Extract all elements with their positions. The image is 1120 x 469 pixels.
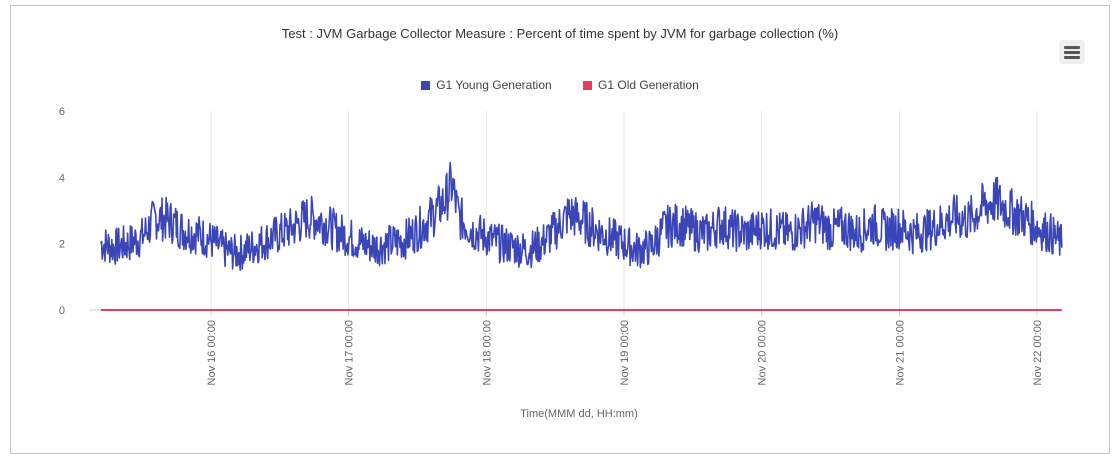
y-tick-label: 6 xyxy=(59,106,65,118)
y-tick-label: 0 xyxy=(59,305,65,317)
x-tick-label: Nov 16 00:00 xyxy=(206,320,218,385)
chart-title: Test : JVM Garbage Collector Measure : P… xyxy=(281,26,839,41)
x-tick-label: Nov 22 00:00 xyxy=(1032,320,1044,385)
x-axis-title: Time(MMM dd, HH:mm) xyxy=(520,408,638,420)
legend-item-old[interactable]: G1 Old Generation xyxy=(583,78,699,92)
legend-swatch-old xyxy=(583,80,593,90)
y-tick-label: 4 xyxy=(59,172,65,184)
legend-swatch-young xyxy=(421,80,431,90)
chart-container: Test : JVM Garbage Collector Measure : P… xyxy=(10,5,1110,454)
x-tick-label: Nov 21 00:00 xyxy=(894,320,906,385)
plot-area: 0 2 4 6 Nov 16 00:00 Nov 17 00:00 Nov 18 00:0… xyxy=(59,106,1063,420)
series-line-young[interactable] xyxy=(100,161,1063,272)
legend-label-young: G1 Young Generation xyxy=(436,78,552,92)
hamburger-icon xyxy=(1064,46,1080,49)
x-tick-label: Nov 19 00:00 xyxy=(619,320,631,385)
x-axis-ticks: Nov 16 00:00 Nov 17 00:00 Nov 18 00:00 Nov … xyxy=(206,310,1044,385)
chart-legend: G1 Young Generation G1 Old Generation xyxy=(11,78,1109,93)
series-lines xyxy=(100,161,1063,311)
y-axis-ticks: 0 2 4 6 xyxy=(59,106,65,317)
y-tick-label: 2 xyxy=(59,239,65,251)
hamburger-icon xyxy=(1064,51,1080,54)
x-tick-label: Nov 17 00:00 xyxy=(344,320,356,385)
chart-menu-button[interactable] xyxy=(1059,40,1085,64)
legend-item-young[interactable]: G1 Young Generation xyxy=(421,78,552,92)
legend-label-old: G1 Old Generation xyxy=(598,78,699,92)
x-tick-label: Nov 20 00:00 xyxy=(757,320,769,385)
hamburger-icon xyxy=(1064,56,1080,59)
x-tick-label: Nov 18 00:00 xyxy=(481,320,493,385)
